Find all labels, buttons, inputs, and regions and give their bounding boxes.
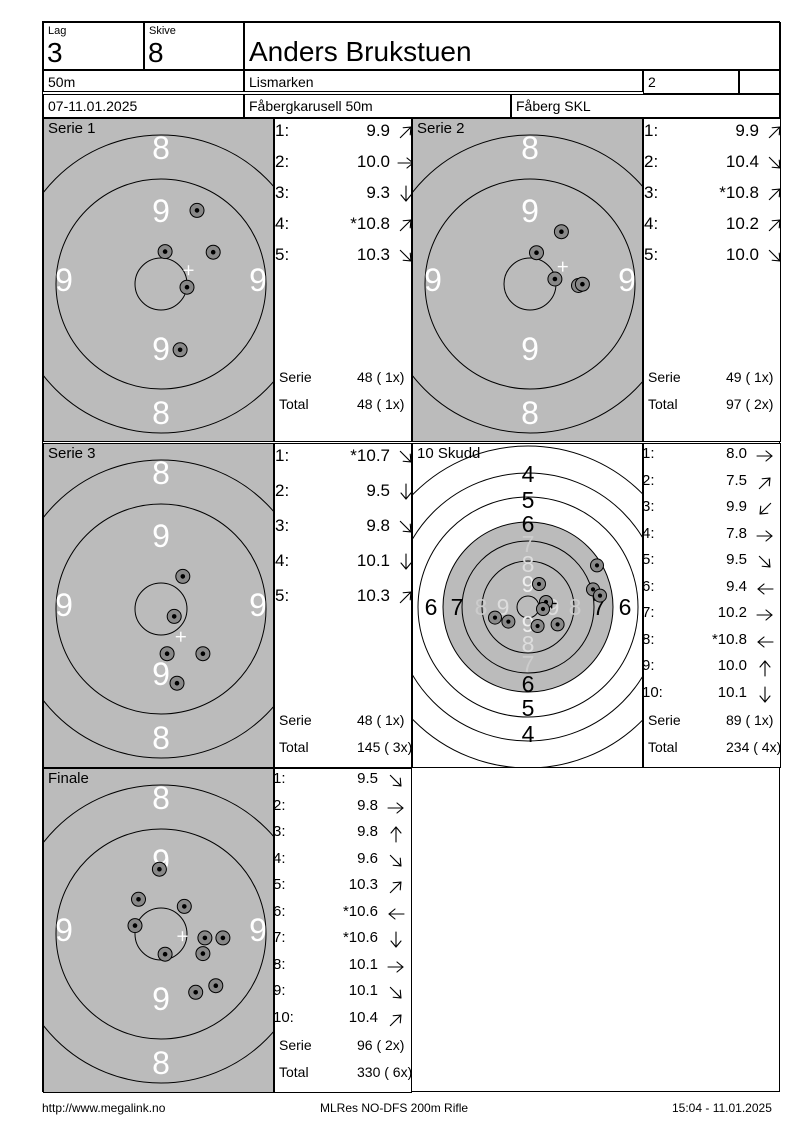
svg-text:9: 9: [249, 912, 267, 948]
svg-text:8: 8: [152, 1045, 170, 1081]
svg-text:6: 6: [425, 594, 438, 620]
svg-text:8: 8: [521, 395, 539, 431]
svg-text:5: 5: [522, 695, 535, 721]
svg-text:9: 9: [152, 518, 170, 554]
svg-text:9: 9: [424, 262, 442, 298]
svg-text:9: 9: [152, 981, 170, 1017]
svg-text:9: 9: [55, 262, 73, 298]
svg-text:9: 9: [55, 912, 73, 948]
svg-text:8: 8: [152, 780, 170, 816]
svg-text:8: 8: [569, 594, 582, 620]
svg-text:9: 9: [55, 587, 73, 623]
svg-text:7: 7: [451, 594, 464, 620]
svg-text:9: 9: [152, 656, 170, 692]
svg-text:4: 4: [522, 721, 535, 747]
svg-text:9: 9: [152, 193, 170, 229]
svg-text:8: 8: [152, 720, 170, 756]
svg-text:9: 9: [249, 587, 267, 623]
svg-text:9: 9: [521, 193, 539, 229]
svg-text:8: 8: [152, 455, 170, 491]
svg-text:8: 8: [521, 130, 539, 166]
svg-text:5: 5: [522, 487, 535, 513]
svg-text:9: 9: [152, 331, 170, 367]
svg-text:9: 9: [521, 331, 539, 367]
svg-text:8: 8: [152, 130, 170, 166]
svg-text:8: 8: [152, 395, 170, 431]
svg-text:8: 8: [475, 594, 488, 620]
svg-text:9: 9: [618, 262, 636, 298]
svg-text:9: 9: [249, 262, 267, 298]
svg-text:4: 4: [522, 461, 535, 487]
svg-text:6: 6: [619, 594, 632, 620]
